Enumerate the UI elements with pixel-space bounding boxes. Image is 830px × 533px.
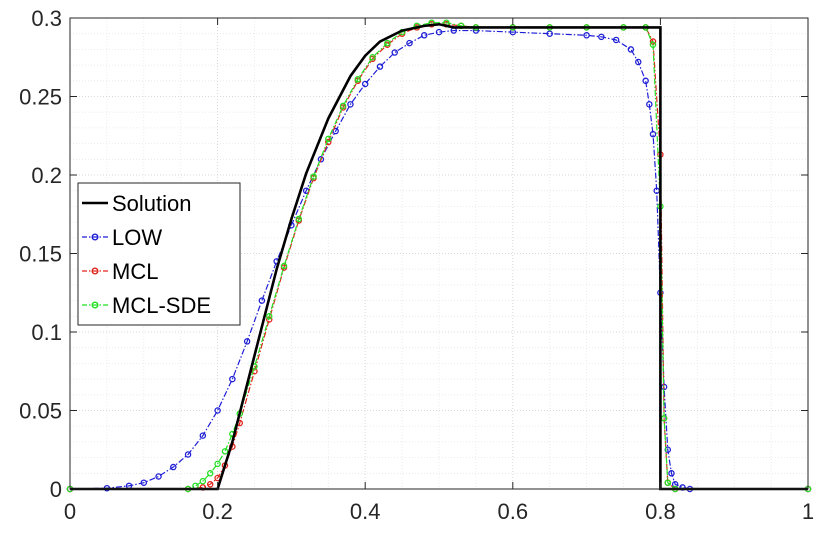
data-point (642, 77, 649, 85)
series-line-mcl (70, 23, 808, 490)
legend-label: LOW (112, 225, 162, 250)
series-layer (66, 19, 812, 493)
legend-marker (91, 267, 99, 275)
data-point (206, 470, 214, 477)
x-tick-label: 0.8 (645, 499, 676, 524)
data-point (155, 473, 162, 480)
data-point (376, 63, 384, 70)
data-point (668, 470, 675, 477)
y-tick-label: 0 (50, 477, 62, 502)
axis-ticks (69, 17, 809, 490)
data-point (214, 460, 221, 468)
data-point (310, 173, 317, 180)
legend-item-mcl: MCL (82, 259, 158, 284)
data-point (406, 39, 413, 47)
data-point (435, 28, 443, 36)
data-point (266, 313, 273, 320)
data-point (206, 481, 214, 488)
data-point (243, 338, 251, 345)
data-point (420, 32, 428, 39)
series-solution (70, 22, 808, 491)
x-tick-label: 1 (802, 499, 814, 524)
y-tick-labels: 0 0.05 0.1 0.15 0.2 0.25 0.3 (19, 6, 62, 502)
data-point (646, 101, 653, 108)
data-point (295, 215, 303, 223)
data-point (598, 33, 605, 41)
data-point (229, 375, 236, 383)
legend-marker (91, 301, 99, 309)
y-tick-label: 0.15 (19, 242, 62, 267)
legend-item-low: LOW (82, 225, 162, 250)
data-point (332, 127, 339, 135)
series-line-solution (70, 22, 808, 491)
y-tick-label: 0.25 (19, 85, 62, 110)
data-point (664, 479, 672, 486)
x-tick-label: 0.2 (202, 499, 233, 524)
data-point (325, 138, 332, 146)
x-tick-label: 0 (64, 499, 76, 524)
data-point (391, 49, 398, 56)
data-point (347, 101, 354, 108)
y-tick-label: 0.05 (19, 399, 62, 424)
data-point (627, 46, 635, 53)
y-tick-label: 0.2 (31, 163, 62, 188)
data-point (199, 477, 207, 485)
data-point (258, 297, 266, 304)
data-point (317, 156, 325, 163)
data-point (140, 479, 148, 486)
data-point (546, 30, 553, 37)
x-tick-label: 0.6 (498, 499, 529, 524)
legend-label: MCL (112, 259, 158, 284)
legend-item-mcl-sde: MCL-SDE (82, 293, 211, 318)
data-point (170, 463, 177, 471)
x-tick-labels: 0 0.2 0.4 0.6 0.8 1 (64, 499, 814, 524)
data-point (214, 407, 221, 414)
data-point (184, 451, 192, 458)
legend-label: Solution (112, 191, 192, 216)
data-point (369, 54, 376, 61)
data-point (635, 58, 642, 66)
data-point (361, 80, 369, 88)
data-point (612, 36, 620, 44)
data-point (649, 130, 657, 138)
legend-item-solution: Solution (82, 191, 192, 216)
data-point (199, 432, 207, 439)
legend: Solution LOW MCL MCL-SDE (77, 182, 241, 326)
data-point (339, 102, 347, 110)
x-tick-label: 0.4 (350, 499, 381, 524)
y-tick-label: 0.3 (31, 6, 62, 31)
data-point (325, 135, 332, 143)
data-point (354, 75, 362, 83)
legend-label: MCL-SDE (112, 293, 211, 318)
data-point (583, 32, 590, 39)
data-point (280, 262, 288, 270)
data-point (384, 39, 391, 47)
legend-box (77, 182, 241, 326)
data-point (221, 448, 229, 455)
data-point (649, 41, 657, 48)
legend-marker (91, 233, 99, 241)
data-point (664, 446, 672, 453)
y-tick-label: 0.1 (31, 320, 62, 345)
